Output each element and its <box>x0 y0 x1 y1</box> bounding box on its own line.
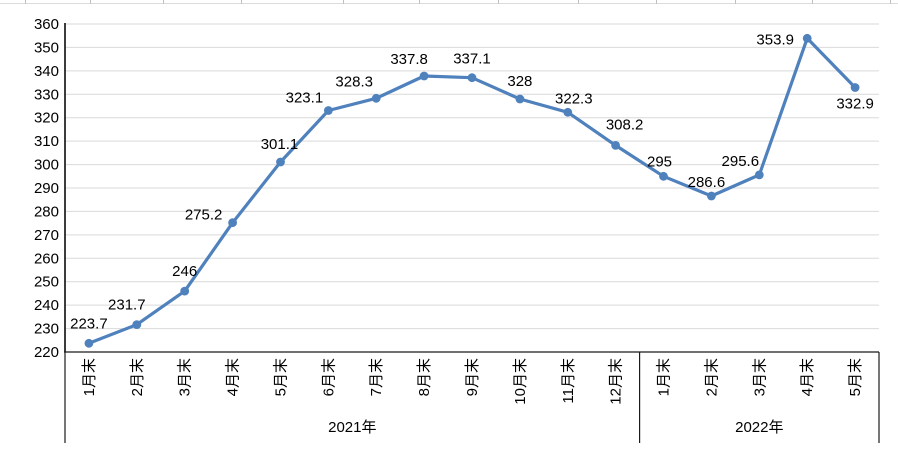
spreadsheet-row-border <box>0 3 898 4</box>
data-label: 332.9 <box>836 96 874 113</box>
y-tick-label: 240 <box>34 297 59 314</box>
series-markers[interactable] <box>84 33 860 348</box>
category-group-dividers <box>64 352 880 443</box>
year-group-label: 2022年 <box>735 419 783 436</box>
y-tick-label: 260 <box>34 250 59 267</box>
data-point-marker[interactable] <box>850 83 860 92</box>
data-label: 322.3 <box>555 90 593 107</box>
data-point-marker[interactable] <box>132 320 142 329</box>
x-axis-month-labels: 1月末 2月末 3月末 4月末 5月末 6月末 7月末 8月末 9月末 10月末 11月末 12月末 1… <box>81 358 864 405</box>
x-tick-label: 1月末 <box>81 358 98 396</box>
spreadsheet-column-tick <box>419 0 420 4</box>
y-tick-label: 310 <box>34 133 59 150</box>
data-point-marker[interactable] <box>802 33 812 43</box>
data-point-marker[interactable] <box>228 218 238 228</box>
data-label: 337.8 <box>390 51 428 68</box>
y-tick-label: 220 <box>34 344 59 361</box>
data-point-marker[interactable] <box>515 94 525 104</box>
x-tick-label: 5月末 <box>847 358 864 396</box>
y-tick-label: 340 <box>34 63 59 80</box>
x-tick-label: 3月末 <box>751 358 768 396</box>
data-point-marker[interactable] <box>467 73 477 83</box>
data-label: 337.1 <box>453 51 491 68</box>
data-point-marker[interactable] <box>371 93 381 103</box>
spreadsheet-column-tick <box>163 0 164 4</box>
y-axis-tick-labels: 220 230 240 250 260 270 280 290 300 310 320 330 340 3… <box>34 16 59 361</box>
data-label: 246 <box>172 263 197 280</box>
y-tick-label: 320 <box>34 110 59 127</box>
spreadsheet-column-tick <box>735 0 736 4</box>
x-tick-label: 10月末 <box>512 358 529 405</box>
x-tick-label: 7月末 <box>368 358 385 396</box>
data-point-marker[interactable] <box>276 157 285 167</box>
data-point-marker[interactable] <box>611 141 620 150</box>
spreadsheet-column-tick <box>656 0 657 4</box>
x-tick-label: 4月末 <box>799 358 816 396</box>
axes <box>64 23 879 353</box>
x-tick-label: 8月末 <box>416 358 433 396</box>
data-point-marker[interactable] <box>754 170 764 180</box>
y-tick-label: 350 <box>34 39 59 56</box>
y-tick-label: 230 <box>34 321 59 338</box>
spreadsheet-column-tick <box>498 0 499 4</box>
data-point-marker[interactable] <box>324 106 333 115</box>
x-axis-year-labels: 2021年 2022年 <box>328 419 783 436</box>
x-tick-label: 1月末 <box>656 358 673 396</box>
data-point-marker[interactable] <box>659 171 668 181</box>
y-gridlines <box>65 23 879 330</box>
spreadsheet-column-tick <box>241 0 242 4</box>
y-tick-label: 300 <box>34 157 59 174</box>
x-tick-label: 6月末 <box>320 358 337 396</box>
data-label: 301.1 <box>261 136 299 153</box>
x-tick-label: 12月末 <box>608 358 625 405</box>
data-label: 308.2 <box>606 116 644 133</box>
series-line[interactable] <box>87 36 857 345</box>
x-tick-label: 2月末 <box>703 358 720 396</box>
spreadsheet-column-tick <box>812 0 813 4</box>
data-point-marker[interactable] <box>707 191 716 201</box>
y-tick-label: 270 <box>34 227 59 244</box>
data-label: 231.7 <box>108 297 146 314</box>
data-label: 353.9 <box>756 31 794 48</box>
x-tick-label: 2月末 <box>129 358 146 396</box>
spreadsheet-column-tick <box>890 0 891 4</box>
data-label: 323.1 <box>286 90 324 107</box>
data-point-marker[interactable] <box>563 107 573 117</box>
series-polyline[interactable] <box>87 36 857 345</box>
x-tick-label: 3月末 <box>177 358 194 396</box>
x-tick-label: 9月末 <box>464 358 481 396</box>
data-point-marker[interactable] <box>419 71 429 81</box>
spreadsheet-column-tick <box>90 0 91 4</box>
spreadsheet-column-tick <box>578 0 579 4</box>
y-tick-label: 360 <box>34 16 59 33</box>
data-label: 328 <box>507 73 532 90</box>
x-tick-label: 11月末 <box>560 358 577 404</box>
data-label: 295.6 <box>722 153 760 170</box>
spreadsheet-column-tick <box>25 0 26 4</box>
data-label: 275.2 <box>185 207 223 224</box>
y-tick-label: 280 <box>34 203 59 220</box>
year-group-label: 2021年 <box>328 419 376 436</box>
data-label: 286.6 <box>688 174 726 191</box>
spreadsheet-column-tick <box>343 0 344 4</box>
y-tick-label: 250 <box>34 274 59 291</box>
x-tick-label: 5月末 <box>273 358 290 396</box>
data-point-marker[interactable] <box>84 338 94 348</box>
data-label: 295 <box>647 153 672 170</box>
data-label: 223.7 <box>70 315 108 332</box>
data-label: 328.3 <box>335 73 373 90</box>
y-tick-label: 290 <box>34 180 59 197</box>
x-tick-label: 4月末 <box>225 358 242 396</box>
y-tick-label: 330 <box>34 86 59 103</box>
data-point-marker[interactable] <box>180 286 190 296</box>
